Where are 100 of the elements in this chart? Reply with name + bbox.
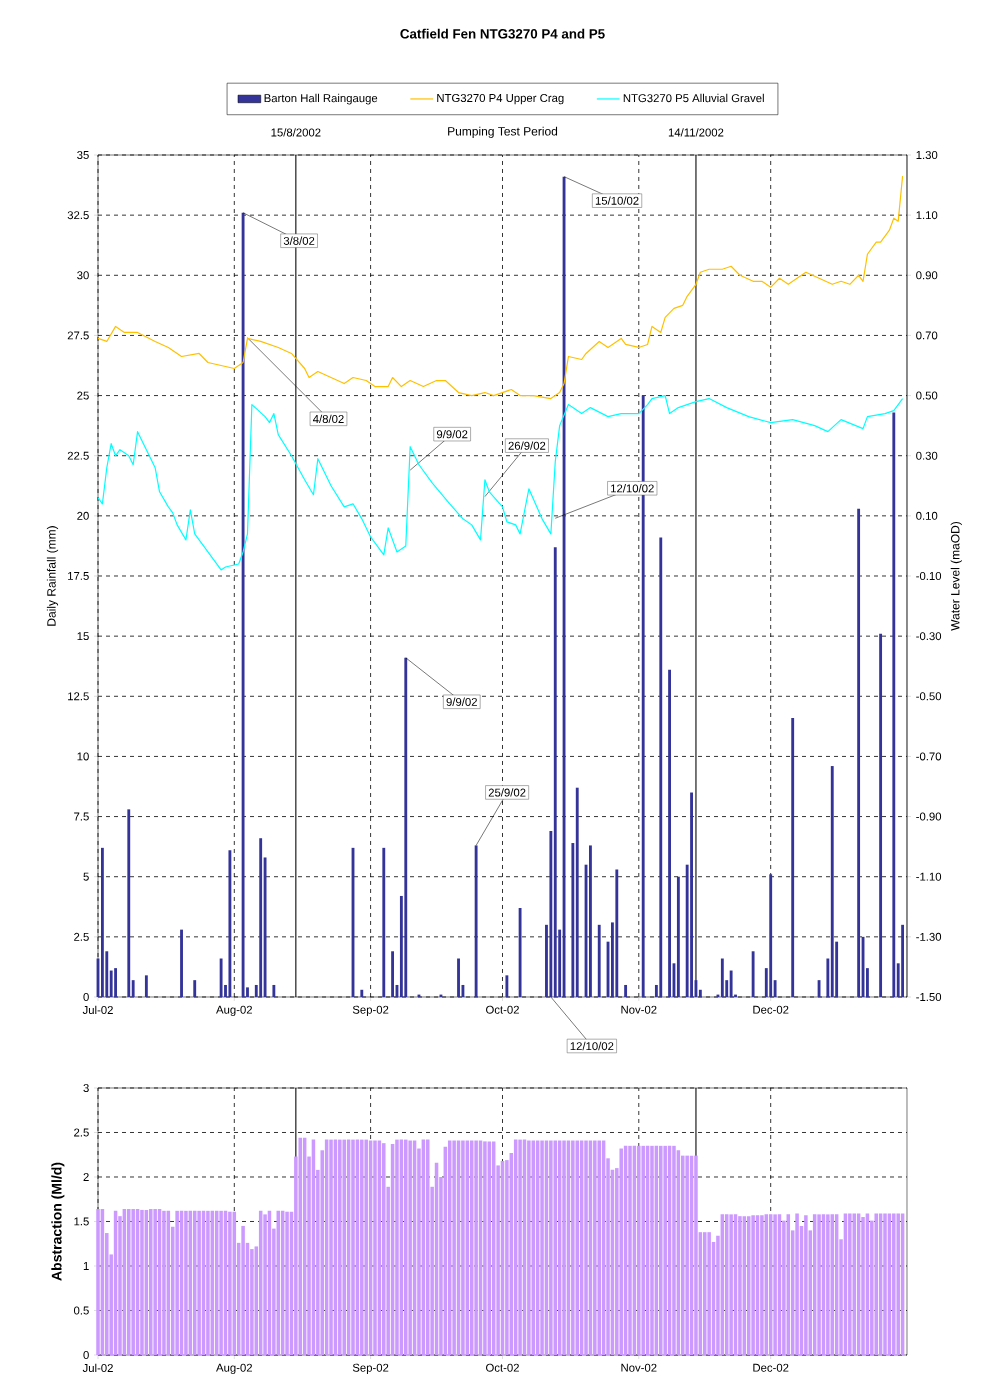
bar bbox=[685, 1155, 689, 1355]
y2-tick-label: -1.10 bbox=[916, 872, 942, 881]
y2-tick-label: 1.10 bbox=[916, 211, 938, 220]
bar bbox=[707, 1232, 711, 1355]
bar bbox=[395, 1139, 399, 1355]
bar bbox=[272, 984, 276, 997]
bar bbox=[702, 1232, 707, 1355]
bar bbox=[114, 968, 118, 997]
bar bbox=[848, 1213, 852, 1355]
bar bbox=[830, 1214, 835, 1355]
bar bbox=[153, 1209, 157, 1355]
annotation: 12/10/02 bbox=[570, 1041, 614, 1051]
bar bbox=[874, 1213, 878, 1355]
y2-tick-label: -0.10 bbox=[916, 571, 942, 580]
bar bbox=[738, 1216, 742, 1355]
bar bbox=[131, 1209, 135, 1355]
bar bbox=[791, 717, 795, 997]
bar bbox=[804, 1215, 808, 1355]
x-tick-label: Oct-02 bbox=[486, 1005, 519, 1014]
y2-tick-label: -1.50 bbox=[916, 992, 942, 1001]
bar bbox=[241, 1225, 245, 1355]
bar bbox=[901, 924, 905, 997]
bar bbox=[391, 951, 395, 997]
x-tick-label: Jul-02 bbox=[82, 1005, 113, 1015]
bar bbox=[483, 1141, 487, 1355]
text: Pumping Test Period bbox=[448, 126, 558, 138]
x-tick-label: Jul-02 bbox=[82, 1363, 113, 1373]
y2-tick-label: 0.90 bbox=[916, 271, 938, 280]
bar bbox=[760, 1215, 764, 1355]
bar bbox=[562, 1140, 566, 1355]
bar bbox=[641, 1145, 645, 1355]
y2-axis-title: Water Level (maOD) bbox=[950, 521, 962, 631]
bar bbox=[457, 958, 460, 997]
y-tick-label: 17.5 bbox=[68, 572, 89, 580]
y-tick-label: 30 bbox=[77, 271, 89, 280]
y2-tick-label: 0.50 bbox=[916, 391, 938, 400]
bar bbox=[382, 847, 386, 997]
x-tick-label: Aug-02 bbox=[216, 1363, 252, 1374]
ref-line-label: 14/11/2002 bbox=[668, 128, 724, 137]
legend-label: NTG3270 P5 Alluvial Gravel bbox=[623, 93, 764, 103]
bar bbox=[175, 1210, 179, 1355]
bar bbox=[144, 975, 148, 997]
bar bbox=[773, 980, 777, 997]
bar bbox=[672, 1145, 676, 1355]
bar bbox=[259, 838, 263, 997]
line-series bbox=[98, 394, 904, 571]
bar bbox=[96, 1209, 100, 1355]
bar bbox=[263, 1214, 267, 1355]
y-axis-title: Abstraction (Ml/d) bbox=[51, 1162, 65, 1281]
x-tick-label: Nov-02 bbox=[621, 1363, 657, 1372]
annotation: 12/10/02 bbox=[611, 484, 654, 493]
bar bbox=[773, 1214, 777, 1355]
y-tick-label: 0 bbox=[83, 992, 89, 1001]
bar bbox=[751, 951, 755, 997]
bar bbox=[892, 412, 896, 997]
bar bbox=[826, 958, 830, 997]
bar bbox=[452, 1140, 456, 1355]
y2-tick-label: -0.90 bbox=[916, 812, 942, 821]
y-tick-label: 2 bbox=[83, 1173, 89, 1181]
bar bbox=[127, 1209, 131, 1355]
x-tick-label: Aug-02 bbox=[216, 1005, 252, 1016]
bar bbox=[140, 1209, 144, 1355]
bar bbox=[206, 1210, 210, 1355]
y-tick-label: 32.5 bbox=[67, 211, 89, 220]
y-tick-label: 10 bbox=[77, 752, 89, 761]
bar bbox=[219, 1210, 223, 1355]
bar bbox=[364, 1139, 368, 1355]
bar bbox=[589, 845, 592, 997]
y-tick-label: 25 bbox=[77, 391, 89, 400]
x-tick-label: Oct-02 bbox=[486, 1363, 519, 1372]
bar bbox=[285, 1211, 289, 1355]
legend-label: NTG3270 P4 Upper Crag bbox=[437, 94, 564, 105]
bar bbox=[857, 508, 861, 997]
bar bbox=[628, 1145, 632, 1355]
y-tick-label: 22.5 bbox=[67, 451, 89, 460]
bar bbox=[474, 1140, 478, 1355]
bar bbox=[263, 857, 267, 997]
bar bbox=[426, 1139, 430, 1355]
bar bbox=[338, 1139, 342, 1355]
y-tick-label: 0 bbox=[83, 1350, 89, 1359]
x-tick-label: Sep-02 bbox=[352, 1363, 389, 1374]
bar bbox=[826, 1214, 830, 1355]
bar bbox=[127, 809, 131, 997]
x-tick-label: Dec-02 bbox=[753, 1363, 789, 1372]
x-tick-label: Sep-02 bbox=[352, 1005, 389, 1016]
bar bbox=[149, 1209, 153, 1355]
bar bbox=[505, 975, 509, 997]
y-tick-label: 20 bbox=[77, 511, 89, 520]
bar bbox=[729, 970, 733, 997]
y-tick-label: 35 bbox=[77, 151, 89, 159]
x-tick-label: Dec-02 bbox=[753, 1005, 789, 1014]
y2-tick-label: -0.30 bbox=[916, 632, 942, 641]
annotation: 4/8/02 bbox=[312, 414, 344, 423]
bar bbox=[241, 212, 245, 997]
bar bbox=[619, 1148, 623, 1355]
bar bbox=[615, 869, 619, 997]
annotation: 15/10/02 bbox=[595, 196, 639, 205]
legend-label: Barton Hall Raingauge bbox=[264, 93, 378, 105]
bar bbox=[698, 989, 702, 997]
y-tick-label: 0.5 bbox=[73, 1306, 89, 1315]
